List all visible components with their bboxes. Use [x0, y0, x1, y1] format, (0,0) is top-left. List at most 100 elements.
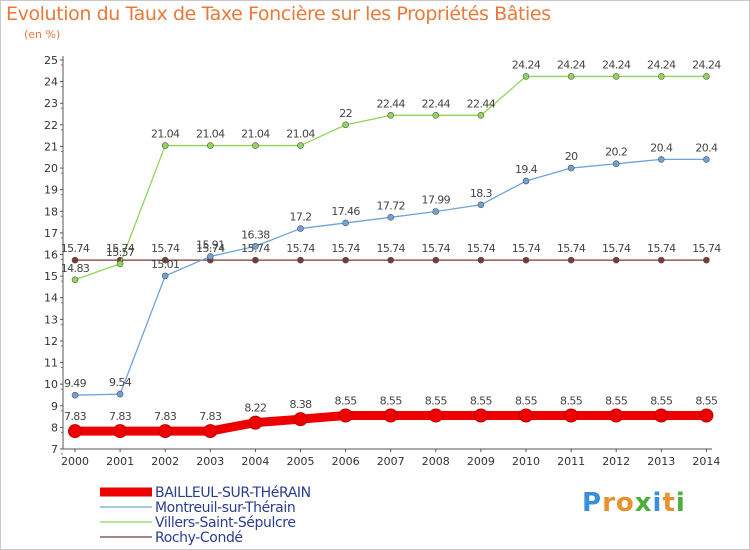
data-point — [252, 256, 259, 264]
data-label: 15.74 — [647, 242, 676, 255]
data-point — [387, 256, 395, 264]
data-label: 19.4 — [515, 163, 538, 176]
data-point — [657, 156, 665, 163]
x-tick-label: 2008 — [422, 455, 450, 468]
data-label: 15.74 — [331, 242, 360, 255]
x-tick-label: 2013 — [647, 455, 675, 468]
data-point — [703, 256, 710, 264]
x-tick-label: 2014 — [692, 455, 720, 468]
data-point — [564, 408, 579, 423]
y-tick-label: 19 — [44, 184, 58, 197]
data-label: 7.83 — [154, 410, 177, 423]
y-tick-label: 9 — [51, 400, 58, 413]
data-label: 24.24 — [512, 58, 541, 71]
x-tick-label: 2002 — [151, 455, 179, 468]
x-tick-label: 2011 — [557, 455, 585, 468]
y-tick-label: 25 — [44, 54, 58, 67]
data-point — [338, 408, 353, 423]
data-label: 22 — [339, 107, 352, 120]
data-label: 17.99 — [422, 193, 451, 206]
x-tick-label: 2003 — [196, 455, 224, 468]
data-label: 15.74 — [151, 242, 180, 255]
data-point — [522, 73, 530, 80]
x-tick-label: 2005 — [287, 455, 315, 468]
y-tick-label: 16 — [44, 249, 58, 262]
y-tick-label: 12 — [44, 335, 58, 348]
data-label: 24.24 — [647, 58, 676, 71]
data-label: 21.04 — [196, 128, 225, 141]
y-tick-label: 18 — [44, 205, 58, 218]
data-point — [387, 112, 395, 119]
y-tick-label: 7 — [51, 443, 58, 456]
legend: BAILLEUL-SUR-THéRAINMontreuil-sur-Thérai… — [100, 485, 311, 546]
logo-letter: i — [652, 488, 663, 518]
data-point — [522, 177, 530, 185]
data-point — [297, 256, 304, 264]
data-label: 15.74 — [512, 242, 541, 255]
data-label: 16.38 — [241, 228, 270, 241]
y-tick-label: 15 — [44, 270, 58, 283]
y-tick-label: 8 — [51, 421, 58, 434]
legend-entry: Montreuil-sur-Thérain — [155, 500, 295, 516]
y-tick-label: 24 — [44, 76, 58, 89]
data-label: 20.4 — [695, 141, 718, 154]
data-point — [248, 415, 263, 430]
data-point — [158, 424, 173, 439]
data-label: 20.4 — [650, 141, 673, 154]
data-point — [477, 201, 485, 209]
data-point — [203, 424, 218, 439]
data-point — [567, 73, 575, 80]
data-point — [522, 256, 530, 264]
data-point — [612, 160, 620, 168]
data-label: 21.04 — [286, 128, 315, 141]
y-tick-label: 14 — [44, 292, 58, 305]
data-label: 22.44 — [376, 97, 405, 110]
x-tick-label: 2007 — [377, 455, 405, 468]
x-tick-label: 2012 — [602, 455, 630, 468]
series-line — [74, 158, 707, 396]
data-label: 15.74 — [376, 242, 405, 255]
data-point — [519, 408, 533, 423]
data-label: 24.24 — [602, 58, 631, 71]
data-label: 18.3 — [470, 187, 493, 200]
data-point — [252, 242, 259, 250]
data-label: 22.44 — [467, 97, 496, 110]
data-point — [116, 260, 124, 268]
data-point — [252, 142, 259, 149]
data-label: 8.38 — [289, 398, 312, 411]
data-label: 9.54 — [109, 376, 132, 389]
data-label: 8.55 — [425, 395, 448, 408]
data-point — [432, 112, 440, 119]
data-label: 21.04 — [241, 128, 270, 141]
data-point — [654, 408, 669, 423]
data-label: 7.83 — [109, 410, 132, 423]
data-label: 8.55 — [335, 395, 358, 408]
x-tick-label: 2001 — [106, 455, 134, 468]
x-tick-label: 2004 — [241, 455, 269, 468]
logo-letter: i — [675, 488, 686, 518]
x-tick-label: 2000 — [61, 455, 89, 468]
data-point — [703, 156, 710, 163]
data-label: 9.49 — [64, 377, 87, 390]
data-label: 17.46 — [331, 205, 360, 218]
data-point — [387, 214, 395, 221]
x-tick-label: 2006 — [332, 455, 360, 468]
legend-entry: Villers-Saint-Sépulcre — [155, 515, 296, 531]
data-label: 15.74 — [241, 242, 270, 255]
y-tick-label: 23 — [44, 97, 58, 110]
data-label: 8.22 — [244, 402, 266, 415]
data-point — [71, 276, 79, 284]
data-label: 8.55 — [515, 395, 538, 408]
data-label: 8.55 — [470, 395, 493, 408]
data-point — [383, 408, 398, 423]
data-point — [657, 73, 665, 80]
data-point — [116, 390, 124, 398]
data-point — [207, 253, 214, 260]
data-point — [207, 142, 214, 149]
data-point — [342, 219, 349, 227]
data-label: 14.83 — [61, 262, 90, 275]
x-tick-label: 2009 — [467, 455, 495, 468]
data-point — [609, 408, 624, 423]
y-tick-label: 17 — [44, 227, 58, 240]
